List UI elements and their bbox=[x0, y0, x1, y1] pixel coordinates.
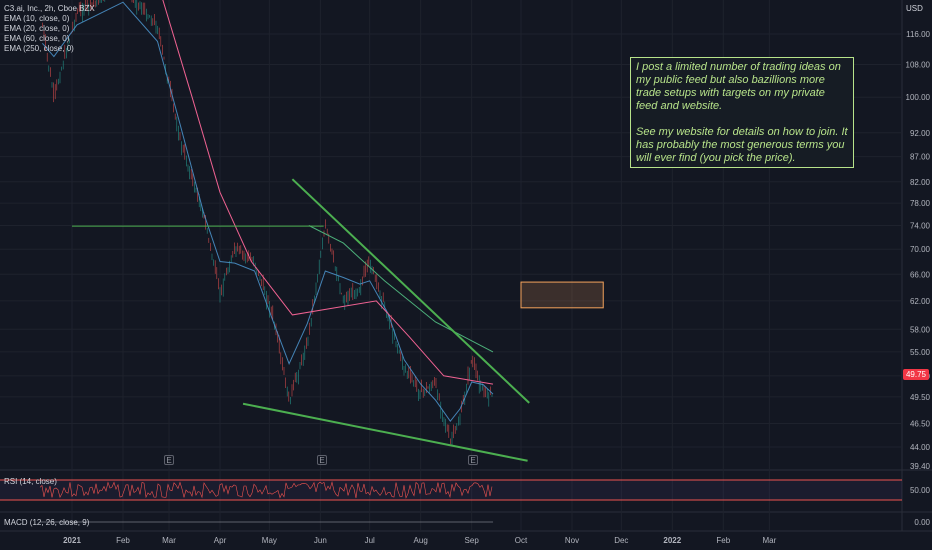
time-tick-label: Feb bbox=[716, 536, 730, 545]
price-tick-label: 58.00 bbox=[910, 325, 931, 334]
price-tick-label: 100.00 bbox=[906, 93, 931, 102]
time-tick-label: Jun bbox=[314, 536, 327, 545]
promo-paragraph-1: I post a limited number of trading ideas… bbox=[636, 61, 841, 112]
price-tick-label: 78.00 bbox=[910, 199, 931, 208]
price-tick-label: 82.00 bbox=[910, 178, 931, 187]
time-axis: 2021 Feb Mar Apr May Jun Jul Aug Sep Oct Nov Dec 202… bbox=[63, 536, 776, 545]
price-tick-label: 92.00 bbox=[910, 129, 931, 138]
price-tick-label: 49.50 bbox=[910, 393, 931, 402]
rsi-pane bbox=[0, 479, 902, 501]
rsi-label[interactable]: RSI (14, close) bbox=[4, 477, 57, 486]
time-tick-label: Feb bbox=[116, 536, 130, 545]
time-tick-label: Oct bbox=[515, 536, 528, 545]
price-tick-label: 74.00 bbox=[910, 222, 931, 231]
upper-trendline bbox=[291, 178, 530, 404]
time-tick-label: Sep bbox=[465, 536, 480, 545]
ema-250-line bbox=[308, 225, 494, 353]
chart-grid bbox=[0, 0, 932, 532]
price-tick-label: 39.40 bbox=[910, 462, 931, 471]
earnings-icon[interactable]: E bbox=[164, 455, 174, 465]
price-tick-label: 62.00 bbox=[910, 297, 931, 306]
last-price-badge: 49.75 bbox=[903, 369, 929, 380]
lower-trendline bbox=[242, 402, 528, 462]
ema-60-label[interactable]: EMA (60, close, 0) bbox=[4, 34, 70, 43]
price-tick-label: 55.00 bbox=[910, 348, 931, 357]
time-tick-label: Dec bbox=[614, 536, 628, 545]
time-tick-label: Mar bbox=[162, 536, 176, 545]
time-tick-label: 2022 bbox=[663, 536, 681, 545]
time-tick-label: May bbox=[262, 536, 277, 545]
ema-fast-line bbox=[42, 1, 494, 423]
price-axis: 116.00 108.00 100.00 92.00 87.00 82.00 78.00 74… bbox=[906, 30, 931, 527]
macd-label[interactable]: MACD (12, 26, close, 9) bbox=[4, 518, 90, 527]
ema-20-label[interactable]: EMA (20, close, 0) bbox=[4, 24, 70, 33]
trendlines bbox=[72, 178, 530, 462]
symbol-title[interactable]: C3.ai, Inc., 2h, Cboe BZX bbox=[4, 4, 95, 13]
macd-tick-label: 0.00 bbox=[914, 518, 930, 527]
currency-label[interactable]: USD bbox=[906, 4, 923, 13]
earnings-icon[interactable]: E bbox=[468, 455, 478, 465]
price-tick-label: 116.00 bbox=[906, 30, 930, 39]
ema-250-label[interactable]: EMA (250, close, 0) bbox=[4, 44, 74, 53]
target-box bbox=[520, 281, 604, 309]
time-tick-label: 2021 bbox=[63, 536, 81, 545]
price-tick-label: 44.00 bbox=[910, 443, 931, 452]
promo-paragraph-2: See my website for details on how to joi… bbox=[636, 126, 848, 164]
earnings-icon[interactable]: E bbox=[317, 455, 327, 465]
price-tick-label: 108.00 bbox=[906, 60, 931, 69]
time-tick-label: Nov bbox=[565, 536, 579, 545]
rsi-tick-label: 50.00 bbox=[910, 486, 931, 495]
time-tick-label: Mar bbox=[762, 536, 776, 545]
rsi-line bbox=[39, 481, 493, 499]
time-tick-label: Aug bbox=[414, 536, 428, 545]
price-tick-label: 66.00 bbox=[910, 270, 931, 279]
price-tick-label: 70.00 bbox=[910, 245, 931, 254]
chart-legend: C3.ai, Inc., 2h, Cboe BZX EMA (10, close… bbox=[4, 4, 95, 54]
price-candles bbox=[42, 0, 493, 446]
target-zone-box bbox=[520, 281, 604, 309]
time-tick-label: Apr bbox=[214, 536, 227, 545]
ema-60-line bbox=[162, 0, 494, 385]
price-tick-label: 46.50 bbox=[910, 419, 931, 428]
ema-lines bbox=[42, 0, 494, 423]
price-tick-label: 87.00 bbox=[910, 153, 931, 162]
ema-10-label[interactable]: EMA (10, close, 0) bbox=[4, 14, 70, 23]
promo-note: I post a limited number of trading ideas… bbox=[630, 57, 854, 168]
time-tick-label: Jul bbox=[365, 536, 375, 545]
